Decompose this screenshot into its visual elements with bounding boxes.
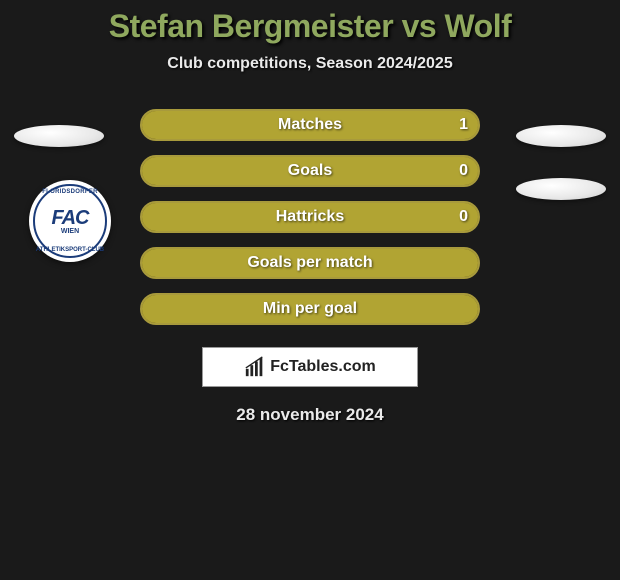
brand-text: FcTables.com: [270, 358, 376, 376]
chart-icon: [244, 356, 266, 378]
stat-bar-label: Min per goal: [142, 295, 478, 323]
stat-bar-row: Goals0: [140, 155, 480, 187]
club-badge: FLORIDSDORFER FAC WIEN ATHLETIKSPORT-CLU…: [29, 180, 111, 262]
player-right-marker-2: [516, 178, 606, 200]
stat-bar-right-value: 0: [459, 157, 468, 185]
brand-logo-box: FcTables.com: [202, 347, 418, 387]
stat-bar-bg: Matches1: [140, 109, 480, 141]
badge-sub-text: WIEN: [61, 228, 79, 235]
stat-bar-bg: Min per goal: [140, 293, 480, 325]
club-badge-inner: FLORIDSDORFER FAC WIEN ATHLETIKSPORT-CLU…: [33, 184, 107, 258]
stat-bar-row: Min per goal: [140, 293, 480, 325]
subtitle: Club competitions, Season 2024/2025: [0, 55, 620, 73]
date-text: 28 november 2024: [0, 405, 620, 425]
stat-bar-bg: Hattricks0: [140, 201, 480, 233]
stat-bar-label: Goals per match: [142, 249, 478, 277]
stat-bar-row: Hattricks0: [140, 201, 480, 233]
badge-ring-top: FLORIDSDORFER: [42, 189, 98, 195]
stat-bar-bg: Goals0: [140, 155, 480, 187]
stat-bar-row: Matches1: [140, 109, 480, 141]
stat-bar-row: Goals per match: [140, 247, 480, 279]
stat-bar-label: Goals: [142, 157, 478, 185]
badge-ring-bottom: ATHLETIKSPORT-CLUB: [36, 247, 104, 253]
stat-bar-right-value: 0: [459, 203, 468, 231]
infographic-container: Stefan Bergmeister vs Wolf Club competit…: [0, 0, 620, 425]
page-title: Stefan Bergmeister vs Wolf: [0, 8, 620, 45]
stat-bar-label: Hattricks: [142, 203, 478, 231]
player-left-marker-1: [14, 125, 104, 147]
badge-main-text: FAC: [52, 207, 89, 230]
player-right-marker-1: [516, 125, 606, 147]
stat-bar-right-value: 1: [459, 111, 468, 139]
stat-bar-bg: Goals per match: [140, 247, 480, 279]
stat-bar-label: Matches: [142, 111, 478, 139]
